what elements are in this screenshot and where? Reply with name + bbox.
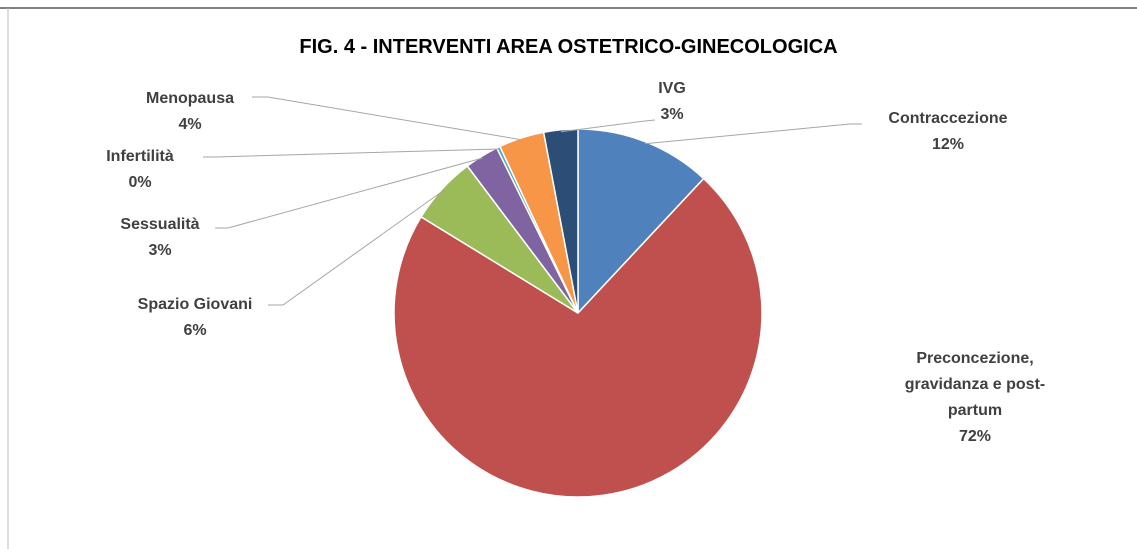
slice-label: Sessualità 3%	[80, 212, 240, 264]
leader-line	[268, 190, 444, 306]
leader-line	[252, 96, 523, 141]
value-label: 3%	[660, 106, 684, 123]
category-label: Contraccezione	[888, 110, 1008, 127]
category-label: Infertilità	[106, 148, 174, 165]
category-label: Preconcezione, gravidanza e post-partum	[904, 350, 1046, 419]
value-label: 6%	[183, 322, 207, 339]
value-label: 0%	[128, 174, 152, 191]
chart-title: FIG. 4 - INTERVENTI AREA OSTETRICO-GINEC…	[299, 36, 838, 58]
slice-label: Menopausa 4%	[110, 86, 270, 138]
slice-label: Preconcezione, gravidanza e post-partum 7…	[893, 346, 1058, 450]
slice-label: Spazio Giovani 6%	[95, 292, 295, 344]
category-label: Sessualità	[120, 216, 200, 233]
category-label: Menopausa	[145, 90, 234, 107]
category-label: IVG	[658, 80, 686, 97]
slice-label: Infertilità 0%	[60, 144, 220, 196]
pie-slice	[577, 128, 705, 315]
pie-slice	[542, 128, 579, 314]
value-label: 12%	[931, 136, 965, 153]
leader-line	[215, 157, 483, 229]
value-label: 3%	[148, 242, 172, 259]
value-label: 4%	[178, 116, 202, 133]
leader-line	[203, 148, 500, 158]
value-label: 72%	[958, 428, 992, 445]
leader-line	[560, 119, 656, 133]
slice-label: Contraccezione 12%	[848, 106, 1048, 158]
slice-label: IVG 3%	[622, 76, 722, 128]
pie-slice	[393, 177, 763, 498]
category-label: Spazio Giovani	[137, 296, 253, 313]
leader-line	[644, 123, 862, 145]
